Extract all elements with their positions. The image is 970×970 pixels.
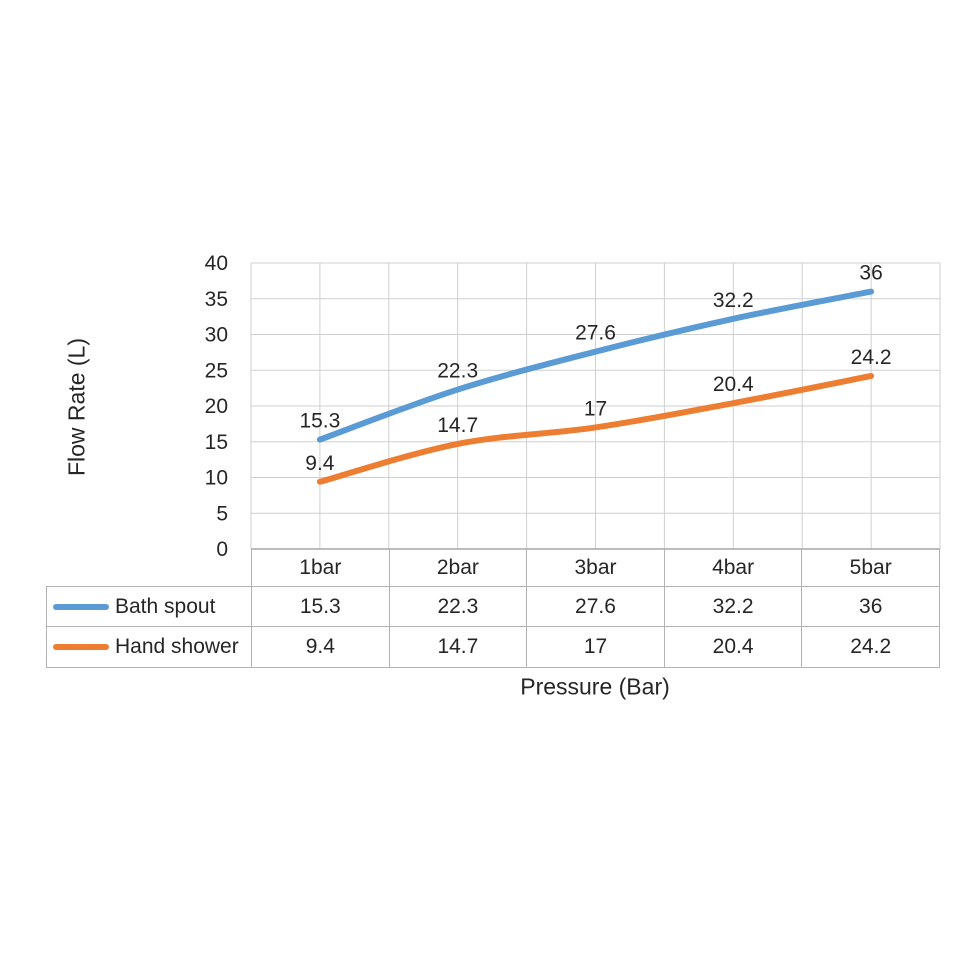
table-cell-value: 24.2	[802, 627, 940, 667]
data-label-bath-spout: 27.6	[575, 322, 616, 345]
table-cell-value: 15.3	[252, 587, 390, 627]
data-label-bath-spout: 22.3	[437, 360, 478, 383]
data-label-hand-shower: 20.4	[713, 373, 754, 396]
table-cell-value: 36	[802, 587, 940, 627]
y-axis-tick-label: 40	[205, 252, 228, 275]
category-label: 5bar	[802, 549, 940, 586]
data-label-bath-spout: 32.2	[713, 289, 754, 312]
y-axis-tick-label: 20	[205, 395, 228, 418]
y-axis-tick-label: 30	[205, 324, 228, 347]
y-axis-title: Flow Rate (L)	[63, 337, 90, 477]
category-label: 4bar	[665, 549, 803, 586]
series-line-bath-spout	[316, 288, 875, 443]
data-label-bath-spout: 15.3	[299, 410, 340, 433]
y-axis-tick-label: 35	[205, 288, 228, 311]
y-axis-tick-label: 25	[205, 359, 228, 382]
legend-label: Hand shower	[115, 635, 239, 658]
data-label-hand-shower: 24.2	[851, 346, 892, 369]
category-label: 1bar	[252, 549, 390, 586]
table-cell-value: 32.2	[664, 587, 803, 627]
y-axis-tick-label: 15	[205, 431, 228, 454]
x-axis-title: Pressure (Bar)	[520, 673, 670, 700]
legend-swatch-hand-shower	[53, 644, 109, 650]
category-label: 2bar	[390, 549, 528, 586]
data-label-hand-shower: 17	[584, 397, 607, 420]
table-cell-value: 9.4	[252, 627, 390, 667]
table-cell-value: 20.4	[665, 627, 803, 667]
category-label: 3bar	[527, 549, 665, 586]
table-cell-value: 17	[527, 627, 665, 667]
category-labels-row: 1bar 2bar 3bar 4bar 5bar	[251, 549, 940, 586]
legend-label: Bath spout	[115, 594, 216, 618]
table-cell-value: 14.7	[390, 627, 528, 667]
legend-item-bath-spout: Bath spout	[47, 587, 252, 627]
series-line-hand-shower	[316, 372, 875, 485]
data-label-hand-shower: 9.4	[305, 452, 335, 475]
legend-swatch-bath-spout	[53, 603, 109, 610]
data-label-bath-spout: 36	[859, 262, 882, 285]
data-label-hand-shower: 14.7	[437, 414, 478, 437]
table-cell-value: 22.3	[389, 587, 528, 627]
chart-data-table: Bath spout 15.3 22.3 27.6 32.2 36 Hand shower 9…	[46, 586, 940, 668]
y-axis-tick-label: 0	[216, 538, 228, 561]
y-axis-tick-label: 10	[205, 467, 228, 490]
legend-item-hand-shower: Hand shower	[47, 627, 252, 667]
table-cell-value: 27.6	[527, 587, 665, 627]
y-axis-tick-label: 5	[216, 502, 228, 525]
